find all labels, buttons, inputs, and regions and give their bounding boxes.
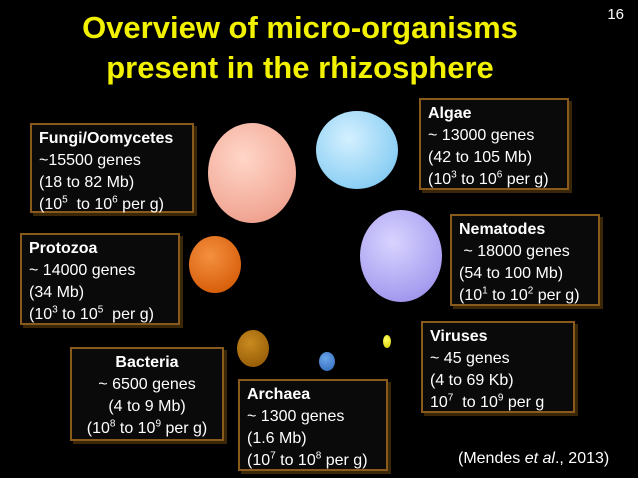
title-line-2: present in the rhizosphere	[106, 50, 494, 85]
title-line-1: Overview of micro-organisms	[82, 10, 518, 45]
bacteria-genome-size: (4 to 9 Mb)	[108, 398, 186, 415]
protozoa-info-box: Protozoa ~ 14000 genes (34 Mb) (103 to 1…	[20, 233, 180, 325]
protozoa-population: (103 to 105 per g)	[29, 304, 154, 323]
nematodes-circle	[360, 210, 442, 302]
protozoa-circle	[189, 236, 241, 293]
bacteria-population: (108 to 109 per g)	[86, 418, 208, 437]
nematodes-info-box: Nematodes ~ 18000 genes (54 to 100 Mb) (…	[450, 214, 600, 306]
fungi-name: Fungi/Oomycetes	[39, 130, 174, 147]
viruses-info-box: Viruses ~ 45 genes (4 to 69 Kb) 107 to 1…	[421, 321, 575, 413]
nematodes-name: Nematodes	[459, 221, 546, 238]
bacteria-info-box: Bacteria ~ 6500 genes (4 to 9 Mb) (108 t…	[70, 347, 224, 441]
archaea-genome-size: (1.6 Mb)	[247, 430, 307, 447]
archaea-circle	[319, 352, 335, 371]
nematodes-genome-size: (54 to 100 Mb)	[459, 265, 564, 282]
fungi-population: (105 to 106 per g)	[39, 194, 164, 213]
algae-circle	[316, 111, 398, 189]
bacteria-genes: ~ 6500 genes	[98, 376, 196, 393]
fungi-info-box: Fungi/Oomycetes ~15500 genes (18 to 82 M…	[30, 123, 194, 213]
algae-name: Algae	[428, 105, 472, 122]
viruses-population: 107 to 109 per g	[430, 392, 545, 411]
viruses-circle	[383, 335, 391, 348]
page-number: 16	[607, 6, 624, 23]
nematodes-population: (101 to 102 per g)	[459, 285, 580, 304]
protozoa-genes: ~ 14000 genes	[29, 262, 136, 279]
algae-genes: ~ 13000 genes	[428, 127, 535, 144]
bacteria-name: Bacteria	[115, 354, 179, 371]
viruses-name: Viruses	[430, 328, 488, 345]
algae-genome-size: (42 to 105 Mb)	[428, 149, 533, 166]
viruses-genome-size: (4 to 69 Kb)	[430, 372, 514, 389]
bacteria-circle	[237, 330, 269, 367]
fungi-genome-size: (18 to 82 Mb)	[39, 174, 135, 191]
fungi-circle	[208, 123, 296, 223]
protozoa-name: Protozoa	[29, 240, 98, 257]
algae-population: (103 to 106 per g)	[428, 169, 549, 188]
nematodes-genes: ~ 18000 genes	[459, 243, 570, 260]
fungi-genes: ~15500 genes	[39, 152, 141, 169]
protozoa-genome-size: (34 Mb)	[29, 284, 85, 301]
slide-title: Overview of micro-organisms present in t…	[40, 8, 560, 88]
archaea-genes: ~ 1300 genes	[247, 408, 345, 425]
archaea-name: Archaea	[247, 386, 311, 403]
algae-info-box: Algae ~ 13000 genes (42 to 105 Mb) (103 …	[419, 98, 569, 190]
viruses-genes: ~ 45 genes	[430, 350, 510, 367]
citation: (Mendes et al., 2013)	[458, 450, 610, 467]
archaea-population: (107 to 108 per g)	[247, 450, 368, 469]
archaea-info-box: Archaea ~ 1300 genes (1.6 Mb) (107 to 10…	[238, 379, 388, 471]
